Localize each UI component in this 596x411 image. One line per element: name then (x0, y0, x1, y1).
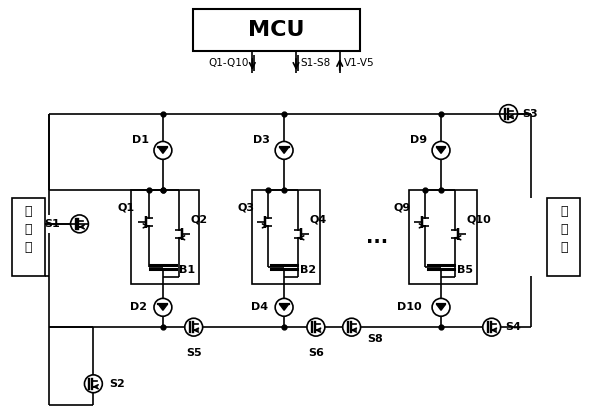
Text: S4: S4 (505, 322, 522, 332)
Polygon shape (436, 304, 445, 310)
Text: D2: D2 (130, 302, 147, 312)
Polygon shape (159, 148, 167, 153)
Bar (131, 190, 198, 284)
Text: D10: D10 (396, 302, 421, 312)
Text: ...: ... (367, 228, 389, 247)
Text: 恒: 恒 (560, 206, 567, 219)
Text: D1: D1 (132, 136, 149, 145)
Text: S1: S1 (44, 219, 60, 229)
Text: 压: 压 (560, 223, 567, 236)
Text: B2: B2 (300, 265, 316, 275)
Polygon shape (159, 304, 167, 310)
Text: V1-V5: V1-V5 (344, 58, 374, 68)
Text: Q9: Q9 (394, 203, 411, 213)
Text: 恒: 恒 (24, 206, 32, 219)
Bar (409, 190, 477, 284)
Text: S5: S5 (186, 348, 201, 358)
Text: D3: D3 (253, 136, 270, 145)
Text: S3: S3 (523, 109, 538, 119)
Text: 流: 流 (24, 223, 32, 236)
Polygon shape (280, 304, 288, 310)
Polygon shape (280, 148, 288, 153)
Text: B1: B1 (179, 265, 195, 275)
Text: S8: S8 (368, 334, 383, 344)
Text: Q4: Q4 (310, 215, 327, 225)
Bar (252, 190, 320, 284)
Text: 源: 源 (24, 241, 32, 254)
Text: Q3: Q3 (237, 203, 254, 213)
Text: D4: D4 (251, 302, 268, 312)
Text: Q1-Q10: Q1-Q10 (208, 58, 249, 68)
Text: Q10: Q10 (467, 215, 492, 225)
Bar (193, 9, 359, 51)
Text: S6: S6 (308, 348, 324, 358)
Text: S2: S2 (109, 379, 125, 389)
Bar (547, 198, 580, 275)
Bar (12, 198, 45, 275)
Text: Q2: Q2 (191, 215, 208, 225)
Text: D9: D9 (410, 136, 427, 145)
Text: Q1: Q1 (118, 203, 135, 213)
Polygon shape (436, 148, 445, 153)
Text: MCU: MCU (248, 20, 305, 40)
Text: B5: B5 (457, 265, 473, 275)
Text: S1-S8: S1-S8 (300, 58, 330, 68)
Text: 源: 源 (560, 241, 567, 254)
